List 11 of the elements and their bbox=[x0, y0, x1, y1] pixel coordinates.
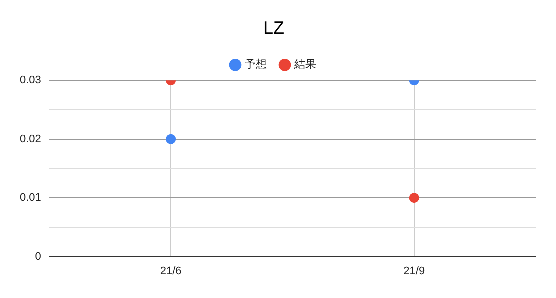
point bbox=[409, 193, 420, 204]
x-tick-label: 21/6 bbox=[160, 265, 182, 278]
y-tick-label: 0.03 bbox=[20, 74, 42, 87]
x-tick-label: 21/9 bbox=[404, 265, 426, 278]
legend-label: 予想 bbox=[245, 58, 267, 71]
y-tick-label: 0.01 bbox=[20, 192, 42, 204]
legend-label: 結果 bbox=[294, 58, 316, 71]
y-tick-label: 0 bbox=[35, 250, 42, 263]
y-tick-label: 0.02 bbox=[20, 133, 42, 146]
point bbox=[166, 134, 176, 144]
chart-title: LZ bbox=[263, 18, 285, 38]
